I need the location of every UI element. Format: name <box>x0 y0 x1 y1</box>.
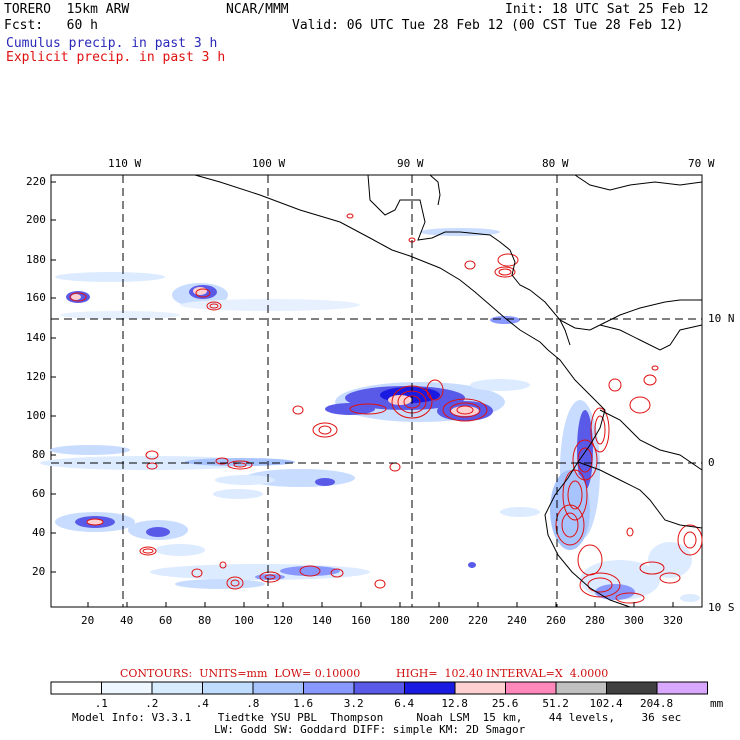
y-tick: 180 <box>26 253 46 266</box>
axis-ticks <box>51 181 674 607</box>
colorbar-label: 102.4 <box>589 697 623 710</box>
colorbar-label: .4 <box>195 697 209 710</box>
colorbar-swatch <box>656 681 708 695</box>
forecast-hour: Fcst: 60 h <box>4 18 98 33</box>
contour-interval: INTERVAL=X 4.0000 <box>486 667 609 680</box>
x-tick: 40 <box>120 614 134 627</box>
colorbar-swatch <box>252 681 304 695</box>
coastlines <box>194 174 703 608</box>
cumulus-precip-areas <box>40 228 700 602</box>
lat-label-10s: 10 S <box>708 601 735 614</box>
y-tick: 120 <box>26 370 46 383</box>
y-tick: 40 <box>32 526 46 539</box>
cumulus-legend: Cumulus precip. in past 3 h <box>6 36 218 51</box>
x-tick: 240 <box>507 614 527 627</box>
init-time: Init: 18 UTC Sat 25 Feb 12 <box>505 2 709 17</box>
graticule <box>51 175 702 607</box>
lon-label-110w: 110 W <box>108 157 142 170</box>
colorbar-swatch <box>202 681 254 695</box>
lon-label-70w: 70 W <box>688 157 715 170</box>
x-tick: 160 <box>351 614 371 627</box>
lat-label-10n: 10 N <box>708 312 735 325</box>
explicit-precip-contours <box>69 213 703 604</box>
colorbar-swatch <box>353 681 405 695</box>
y-tick: 80 <box>32 448 46 461</box>
colorbar-label: 51.2 <box>542 697 569 710</box>
colorbar-swatch <box>454 681 506 695</box>
y-tick: 100 <box>26 409 46 422</box>
colorbar <box>50 681 708 695</box>
model-title: TORERO 15km ARW <box>4 2 130 17</box>
contour-high: HIGH= 102.40 <box>396 667 484 680</box>
colorbar-label: 6.4 <box>394 697 415 710</box>
colorbar-swatch <box>303 681 355 695</box>
org-label: NCAR/MMM <box>226 2 289 17</box>
colorbar-label: 1.6 <box>293 697 314 710</box>
y-tick: 20 <box>32 565 46 578</box>
x-tick: 200 <box>429 614 449 627</box>
x-tick: 100 <box>234 614 254 627</box>
colorbar-swatch <box>404 681 456 695</box>
x-tick: 20 <box>81 614 95 627</box>
colorbar-label: .2 <box>145 697 159 710</box>
colorbar-label: 204.8 <box>640 697 674 710</box>
y-tick: 140 <box>26 331 46 344</box>
lon-label-80w: 80 W <box>542 157 569 170</box>
x-tick: 220 <box>468 614 488 627</box>
colorbar-swatch <box>606 681 658 695</box>
colorbar-swatch <box>151 681 203 695</box>
colorbar-label: .8 <box>246 697 260 710</box>
colorbar-swatch <box>50 681 102 695</box>
colorbar-label: .1 <box>94 697 108 710</box>
colorbar-unit: mm <box>710 697 724 710</box>
colorbar-swatch <box>555 681 607 695</box>
colorbar-swatch <box>101 681 153 695</box>
explicit-legend: Explicit precip. in past 3 h <box>6 50 226 65</box>
y-tick: 200 <box>26 213 46 226</box>
contour-info: CONTOURS: UNITS=mm LOW= 0.10000 <box>120 667 361 680</box>
colorbar-label: 12.8 <box>441 697 468 710</box>
lon-label-100w: 100 W <box>252 157 286 170</box>
x-tick: 180 <box>390 614 410 627</box>
x-tick: 300 <box>624 614 644 627</box>
lon-label-90w: 90 W <box>397 157 424 170</box>
y-tick: 60 <box>32 487 46 500</box>
colorbar-swatch <box>505 681 557 695</box>
lat-label-0: 0 <box>708 456 715 469</box>
x-tick: 60 <box>159 614 173 627</box>
x-tick: 320 <box>663 614 683 627</box>
y-tick: 220 <box>26 175 46 188</box>
x-tick: 280 <box>585 614 605 627</box>
valid-time: Valid: 06 UTC Tue 28 Feb 12 (00 CST Tue … <box>292 18 684 33</box>
model-info-line2: LW: Godd SW: Goddard DIFF: simple KM: 2D… <box>214 723 526 736</box>
colorbar-label: 25.6 <box>491 697 519 710</box>
x-tick: 260 <box>546 614 566 627</box>
colorbar-label: 3.2 <box>343 697 364 710</box>
y-tick: 160 <box>26 291 46 304</box>
x-tick: 140 <box>312 614 332 627</box>
x-tick: 120 <box>273 614 293 627</box>
x-tick: 80 <box>198 614 212 627</box>
model-info-line1: Model Info: V3.3.1 Tiedtke YSU PBL Thomp… <box>72 711 682 724</box>
